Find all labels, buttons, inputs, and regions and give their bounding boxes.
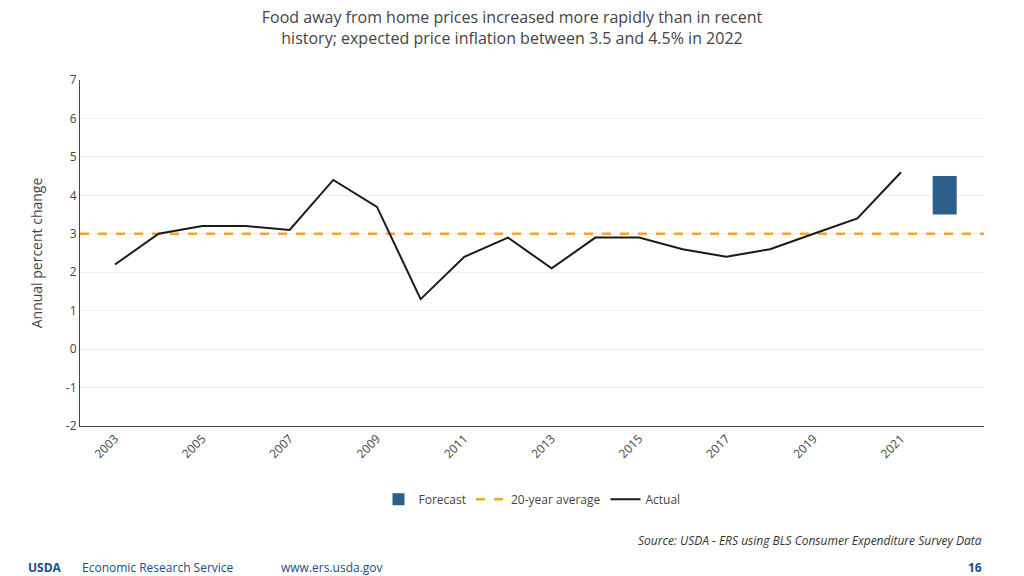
svg-text:2003: 2003	[91, 430, 123, 462]
svg-text:2009: 2009	[353, 430, 385, 462]
svg-text:2021: 2021	[877, 430, 908, 461]
svg-text:3: 3	[70, 225, 77, 242]
svg-text:2005: 2005	[178, 430, 210, 462]
svg-text:1: 1	[70, 302, 77, 319]
svg-text:2019: 2019	[789, 430, 821, 462]
svg-text:4: 4	[70, 187, 77, 204]
svg-text:-2: -2	[66, 417, 77, 434]
svg-text:2011: 2011	[440, 430, 471, 461]
svg-text:20-year average: 20-year average	[511, 491, 601, 508]
svg-text:www.ers.usda.gov: www.ers.usda.gov	[281, 559, 383, 576]
svg-text:2007: 2007	[265, 430, 297, 462]
svg-text:16: 16	[968, 559, 982, 576]
svg-text:0: 0	[70, 340, 77, 357]
svg-text:2017: 2017	[702, 430, 734, 462]
svg-text:7: 7	[70, 71, 77, 88]
svg-text:-1: -1	[66, 379, 77, 396]
svg-text:2: 2	[70, 263, 77, 280]
svg-text:Annual percent change: Annual percent change	[27, 178, 46, 329]
svg-text:USDA: USDA	[28, 559, 62, 576]
svg-text:Source: USDA - ERS using BLS C: Source: USDA - ERS using BLS Consumer Ex…	[638, 532, 982, 549]
svg-text:6: 6	[70, 110, 77, 127]
svg-text:2013: 2013	[527, 430, 559, 462]
svg-text:Actual: Actual	[645, 491, 680, 508]
svg-text:Economic Research Service: Economic Research Service	[82, 559, 234, 576]
svg-text:Forecast: Forecast	[419, 491, 466, 508]
svg-text:Food away from home prices inc: Food away from home prices increased mor…	[262, 6, 763, 49]
svg-text:2015: 2015	[615, 430, 647, 462]
svg-text:5: 5	[70, 148, 77, 165]
